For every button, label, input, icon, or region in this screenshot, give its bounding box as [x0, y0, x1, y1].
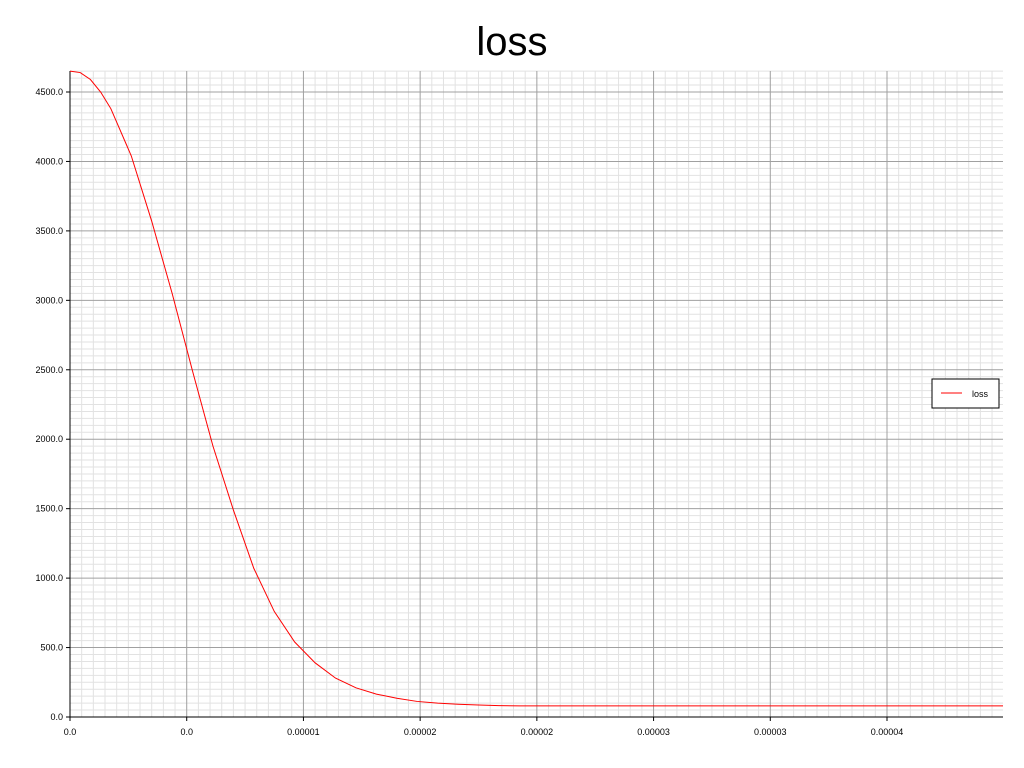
x-tick-label: 0.00001 [287, 727, 320, 737]
series-line-loss [69, 70, 1003, 707]
y-tick-label: 0.0 [50, 712, 63, 722]
series-layer [69, 70, 1003, 707]
x-tick-label: 0.00003 [754, 727, 787, 737]
x-tick-label: 0.00002 [404, 727, 437, 737]
y-tick-label: 3500.0 [35, 226, 63, 236]
y-tick-label: 500.0 [40, 643, 63, 653]
y-tick-label: 4500.0 [35, 87, 63, 97]
y-tick-label: 1000.0 [35, 573, 63, 583]
y-tick-label: 1500.0 [35, 504, 63, 514]
legend-label-loss: loss [972, 389, 989, 399]
x-tick-label: 0.00002 [521, 727, 554, 737]
y-axis-ticks: 0.0 500.0 1000.0 1500.0 2000.0 2500.0 3000.0 35… [35, 87, 70, 722]
y-tick-label: 2000.0 [35, 434, 63, 444]
x-tick-label: 0.00004 [871, 727, 904, 737]
y-tick-label: 2500.0 [35, 365, 63, 375]
x-tick-label: 0.00003 [637, 727, 670, 737]
x-tick-label: 0.0 [64, 727, 77, 737]
chart-title: loss [476, 20, 547, 64]
x-tick-label: 0.0 [180, 727, 193, 737]
y-tick-label: 4000.0 [35, 156, 63, 166]
legend: loss [931, 378, 1000, 409]
y-tick-label: 3000.0 [35, 295, 63, 305]
x-axis-ticks: 0.0 0.0 0.00001 0.00002 0.00002 0.00003 0.0000… [64, 717, 904, 737]
